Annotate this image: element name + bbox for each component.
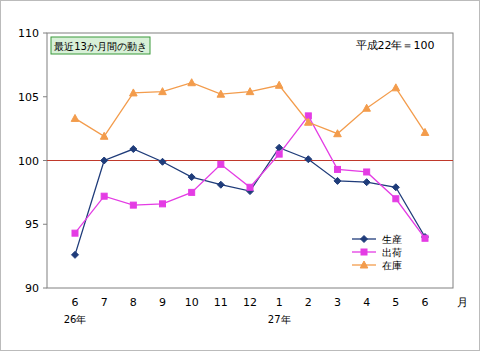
point [189, 189, 195, 195]
point [334, 177, 341, 184]
title-frame [51, 37, 150, 54]
point [100, 132, 108, 139]
point [72, 251, 79, 258]
title-box: 最近13か月間の動き [51, 37, 150, 54]
point [71, 114, 79, 121]
point [101, 193, 107, 199]
point [130, 202, 136, 208]
point [361, 236, 368, 243]
y-tick-label: 90 [25, 282, 39, 295]
legend-label: 在庫 [382, 260, 402, 271]
point [275, 81, 283, 88]
x-tick-label: 1 [276, 296, 283, 309]
point [246, 88, 254, 95]
y-tick [43, 288, 47, 289]
point [188, 174, 195, 181]
x-tick-label: 11 [214, 296, 228, 309]
point [393, 196, 399, 202]
y-tick-label: 95 [25, 218, 39, 231]
point [392, 184, 399, 191]
point [276, 151, 282, 157]
year-label: 26年 [64, 314, 87, 325]
plot-frame [47, 33, 453, 288]
series-line [75, 116, 425, 238]
x-tick-label: 6 [422, 296, 429, 309]
legend: 生産出荷在庫 [352, 234, 402, 271]
point [247, 184, 253, 190]
x-tick-label: 3 [334, 296, 341, 309]
y-tick-label: 110 [18, 27, 39, 40]
x-tick-label: 12 [243, 296, 257, 309]
point [421, 128, 429, 135]
y-tick [43, 96, 47, 97]
point [422, 235, 428, 241]
point [335, 166, 341, 172]
point [217, 181, 224, 188]
series-line [75, 83, 425, 137]
point [159, 158, 166, 165]
x-tick-label: 6 [72, 296, 79, 309]
point [72, 230, 78, 236]
point [159, 88, 167, 95]
y-tick-label: 100 [18, 155, 39, 168]
point [364, 169, 370, 175]
point [360, 261, 368, 268]
x-tick-label: 7 [101, 296, 108, 309]
year-label: 27年 [268, 314, 291, 325]
point [130, 89, 138, 96]
y-tick [43, 160, 47, 161]
x-tick-label: 9 [159, 296, 166, 309]
point [101, 157, 108, 164]
point [160, 201, 166, 207]
outer-border [1, 1, 480, 351]
point [130, 146, 137, 153]
x-tick-label: 10 [185, 296, 199, 309]
legend-label: 生産 [382, 234, 402, 245]
x-tick-label: 2 [305, 296, 312, 309]
x-axis-label: 月 [457, 296, 468, 309]
chart: 9095100105110678910111212345626年27年月最近13… [0, 0, 480, 351]
point [218, 161, 224, 167]
x-tick-label: 8 [130, 296, 137, 309]
point [392, 84, 400, 91]
point [361, 249, 367, 255]
point [217, 90, 225, 97]
series-line [75, 148, 425, 255]
point [188, 79, 196, 86]
x-tick-label: 5 [392, 296, 399, 309]
point [334, 130, 342, 137]
y-tick [43, 224, 47, 225]
point [305, 118, 313, 125]
y-tick-label: 105 [18, 91, 39, 104]
plot-area [47, 79, 453, 259]
point [305, 156, 312, 163]
point [363, 104, 371, 111]
y-tick [43, 33, 47, 34]
point [363, 179, 370, 186]
annotation: 平成22年＝100 [356, 39, 435, 52]
legend-label: 出荷 [382, 247, 402, 258]
title: 最近13か月間の動き [54, 41, 147, 52]
x-tick-label: 4 [363, 296, 370, 309]
